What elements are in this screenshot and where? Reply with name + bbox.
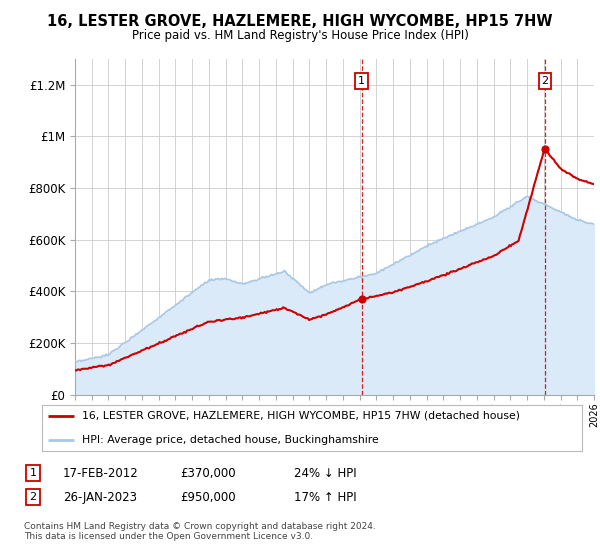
Text: Price paid vs. HM Land Registry's House Price Index (HPI): Price paid vs. HM Land Registry's House … bbox=[131, 29, 469, 42]
Text: £370,000: £370,000 bbox=[180, 466, 236, 480]
Text: 17% ↑ HPI: 17% ↑ HPI bbox=[294, 491, 356, 504]
Text: 16, LESTER GROVE, HAZLEMERE, HIGH WYCOMBE, HP15 7HW (detached house): 16, LESTER GROVE, HAZLEMERE, HIGH WYCOMB… bbox=[83, 411, 521, 421]
Text: 1: 1 bbox=[29, 468, 37, 478]
Text: 2: 2 bbox=[29, 492, 37, 502]
Point bbox=[540, 145, 550, 154]
Text: HPI: Average price, detached house, Buckinghamshire: HPI: Average price, detached house, Buck… bbox=[83, 435, 379, 445]
Text: 1: 1 bbox=[358, 76, 365, 86]
Text: 26-JAN-2023: 26-JAN-2023 bbox=[63, 491, 137, 504]
Point bbox=[357, 295, 367, 304]
Text: 16, LESTER GROVE, HAZLEMERE, HIGH WYCOMBE, HP15 7HW: 16, LESTER GROVE, HAZLEMERE, HIGH WYCOMB… bbox=[47, 14, 553, 29]
Text: 24% ↓ HPI: 24% ↓ HPI bbox=[294, 466, 356, 480]
Text: 17-FEB-2012: 17-FEB-2012 bbox=[63, 466, 139, 480]
Text: Contains HM Land Registry data © Crown copyright and database right 2024.
This d: Contains HM Land Registry data © Crown c… bbox=[24, 522, 376, 542]
Text: 2: 2 bbox=[541, 76, 548, 86]
Text: £950,000: £950,000 bbox=[180, 491, 236, 504]
